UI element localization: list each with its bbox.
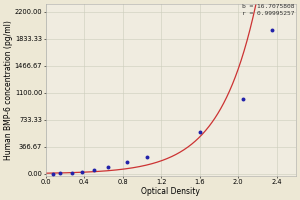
Point — [92, 168, 96, 171]
Point — [125, 160, 130, 164]
X-axis label: Optical Density: Optical Density — [141, 187, 200, 196]
Point — [269, 28, 274, 32]
Y-axis label: Human BMP-6 concentration (pg/ml): Human BMP-6 concentration (pg/ml) — [4, 20, 13, 160]
Point — [58, 172, 62, 175]
Text: b = 16.7075808
r = 0.99995257: b = 16.7075808 r = 0.99995257 — [242, 4, 294, 16]
Point — [80, 170, 85, 173]
Point — [69, 171, 74, 174]
Point — [197, 130, 202, 133]
Point — [106, 166, 111, 169]
Point — [144, 155, 149, 158]
Point — [51, 172, 56, 175]
Point — [241, 97, 245, 100]
